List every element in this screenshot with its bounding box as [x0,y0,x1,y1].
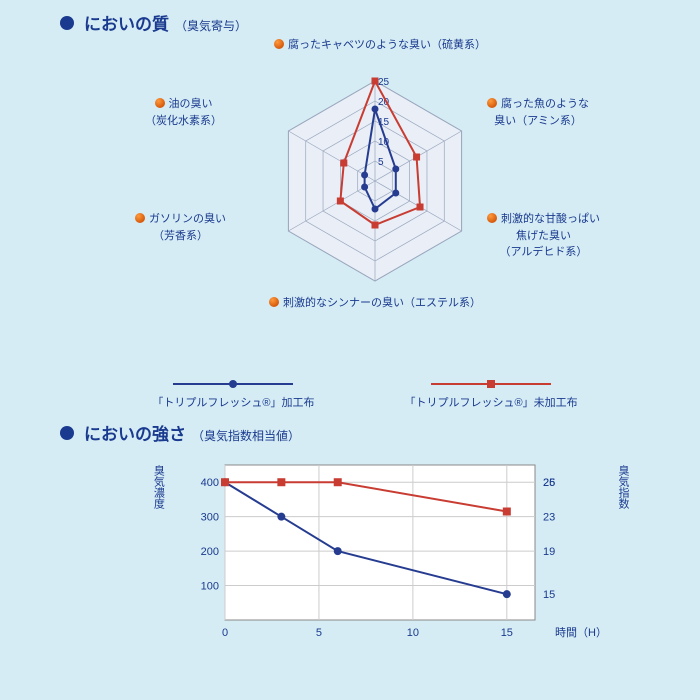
y-left-label: 臭気濃度 [150,465,165,509]
svg-text:5: 5 [316,627,322,639]
svg-text:300: 300 [201,512,219,524]
title-main: においの質 [84,10,169,35]
axis-label-4: ガソリンの臭い （芳香系） [135,211,226,244]
radar-svg: 252015105 [265,51,485,291]
section-title: においの強さ （臭気指数相当値） [60,420,670,445]
title-main: においの強さ [84,420,186,445]
svg-text:10: 10 [407,627,419,639]
bullet-icon [155,98,165,108]
bullet-icon [487,98,497,108]
svg-text:25: 25 [378,77,390,88]
axis-label-0: 腐ったキャベツのような臭い（硫黄系） [255,37,505,54]
svg-text:15: 15 [543,589,555,601]
svg-text:15: 15 [501,627,513,639]
axis-label-1: 腐った魚のような 臭い（アミン系） [487,96,589,129]
bullet-icon [269,297,279,307]
svg-text:19: 19 [543,546,555,558]
section-quality: においの質 （臭気寄与） 252015105 腐ったキャベツのような臭い（硫黄系… [0,0,700,410]
legend-blue: 「トリプルフレッシュ®」加工布 [152,377,314,410]
y-right-label: 臭気指数 [615,465,630,509]
radar-chart: 252015105 腐ったキャベツのような臭い（硫黄系） 腐った魚のような 臭い… [95,41,635,371]
svg-text:200: 200 [201,546,219,558]
section-strength: においの強さ （臭気指数相当値） 臭気濃度 臭気指数 100 200 300 400 0… [0,410,700,655]
svg-text:5: 5 [378,157,384,168]
line-chart: 臭気濃度 臭気指数 1002003004000510151519232526時間… [180,455,600,655]
legend-line-icon [173,377,293,391]
legend-red: 「トリプルフレッシュ®」未加工布 [405,377,578,410]
legend: 「トリプルフレッシュ®」加工布 「トリプルフレッシュ®」未加工布 [60,377,670,410]
svg-text:26: 26 [543,477,555,489]
bullet-icon [487,213,497,223]
axis-label-2: 刺激的な甘酸っぱい 焦げた臭い （アルデヒド系） [487,211,600,261]
title-sub: （臭気指数相当値） [192,427,300,444]
line-svg: 1002003004000510151519232526時間（H） [180,455,600,650]
bullet-icon [60,16,74,30]
svg-text:400: 400 [201,477,219,489]
bullet-icon [60,426,74,440]
svg-text:23: 23 [543,512,555,524]
svg-text:0: 0 [222,627,228,639]
axis-label-3: 刺激的なシンナーの臭い（エステル系） [235,295,515,312]
bullet-icon [135,213,145,223]
svg-text:100: 100 [201,581,219,593]
section-title: においの質 （臭気寄与） [60,10,670,35]
bullet-icon [274,39,284,49]
axis-label-5: 油の臭い （炭化水素系） [145,96,222,129]
legend-line-icon [431,377,551,391]
svg-text:時間（H）: 時間（H） [555,626,600,639]
title-sub: （臭気寄与） [175,17,247,34]
